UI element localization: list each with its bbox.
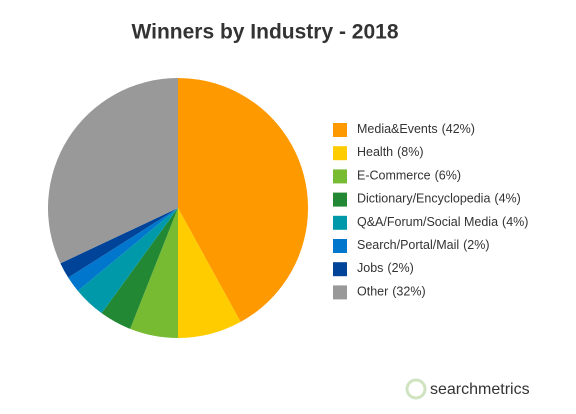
- pie-slice: [178, 78, 308, 322]
- legend-swatch: [333, 239, 347, 253]
- legend-value: (2%): [387, 261, 413, 275]
- logo: searchmetrics: [405, 378, 530, 400]
- pie-slice: [77, 208, 178, 314]
- legend-name: Media&Events: [357, 122, 438, 136]
- legend-label: Dictionary/Encyclopedia (4%): [357, 192, 521, 206]
- legend-label: Media&Events (42%): [357, 122, 475, 136]
- legend-label: Search/Portal/Mail (2%): [357, 238, 490, 252]
- pie-slice: [178, 208, 241, 338]
- legend-swatch: [333, 123, 347, 137]
- legend-value: (32%): [392, 285, 425, 299]
- pie-slice: [60, 208, 178, 278]
- legend-label: E-Commerce (6%): [357, 169, 461, 183]
- legend-swatch: [333, 146, 347, 161]
- pie-slice: [101, 208, 178, 329]
- legend-name: Jobs: [357, 261, 383, 275]
- logo-icon: [405, 378, 427, 400]
- legend-value: (42%): [442, 122, 475, 136]
- legend-swatch: [333, 192, 347, 207]
- legend-swatch: [333, 285, 347, 300]
- legend-swatch: [333, 262, 347, 277]
- legend-label: Health (8%): [357, 145, 424, 159]
- legend-swatch: [333, 169, 347, 184]
- legend-label: Jobs (2%): [357, 261, 414, 275]
- legend-name: Health: [357, 145, 393, 159]
- legend-label: Other (32%): [357, 285, 426, 299]
- legend-value: (8%): [397, 145, 423, 159]
- pie-slice: [47, 78, 178, 264]
- legend-value: (6%): [435, 169, 461, 183]
- legend-name: E-Commerce: [357, 169, 431, 183]
- legend-name: Search/Portal/Mail: [357, 238, 459, 252]
- legend-value: (4%): [502, 215, 528, 229]
- legend-swatch: [333, 215, 347, 230]
- legend-name: Q&A/Forum/Social Media: [357, 215, 498, 229]
- legend-value: (2%): [463, 238, 489, 252]
- legend-name: Other: [357, 285, 388, 299]
- legend-value: (4%): [494, 192, 520, 206]
- watermark: searchmetrics: [430, 381, 530, 398]
- chart-title: Winners by Industry - 2018: [131, 21, 398, 44]
- pie-slice: [130, 208, 178, 338]
- legend-name: Dictionary/Encyclopedia: [357, 192, 490, 206]
- pie-slice: [68, 208, 178, 291]
- legend-label: Q&A/Forum/Social Media (4%): [357, 215, 528, 229]
